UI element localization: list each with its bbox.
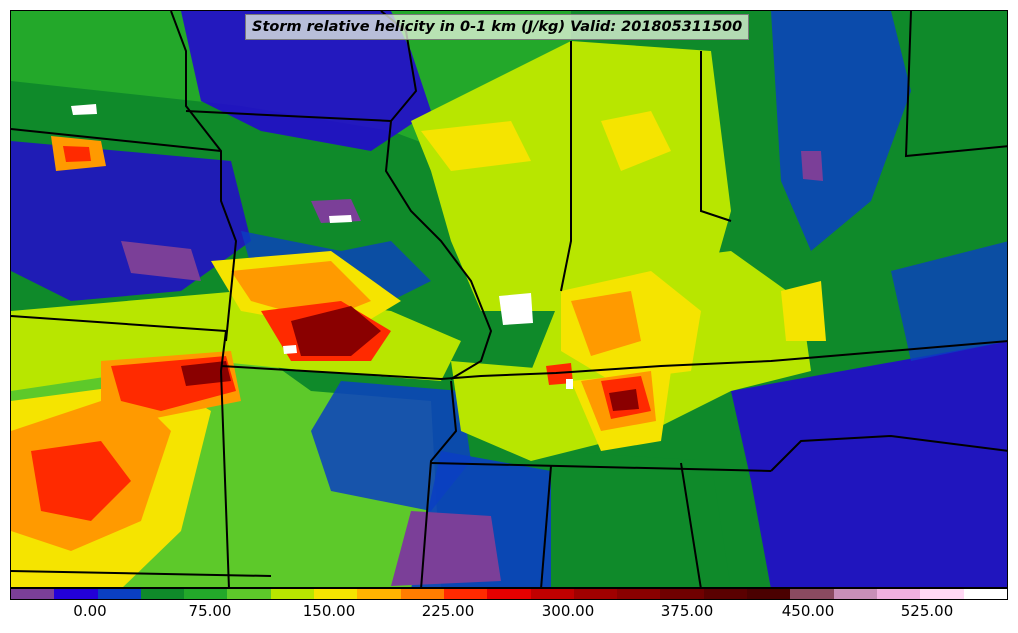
colorbar-tick-label: 0.00 xyxy=(73,602,107,620)
colorbar-tick-label: 450.00 xyxy=(781,602,835,620)
colorbar-segment xyxy=(400,589,444,599)
colorbar-tick-label: 75.00 xyxy=(188,602,232,620)
colorbar-segment xyxy=(530,589,574,599)
colorbar xyxy=(10,588,1008,600)
colorbar-segment xyxy=(747,589,791,599)
colorbar-tick-label: 525.00 xyxy=(900,602,954,620)
helicity-field xyxy=(11,11,1007,587)
colorbar-segment xyxy=(833,589,877,599)
colorbar-segment xyxy=(314,589,358,599)
colorbar-segment xyxy=(443,589,488,599)
colorbar-tick-label: 150.00 xyxy=(302,602,356,620)
colorbar-segment xyxy=(660,589,704,599)
helicity-map xyxy=(10,10,1008,588)
colorbar-segment xyxy=(617,589,661,599)
colorbar-segment xyxy=(270,589,315,599)
colorbar-segment xyxy=(54,589,98,599)
map-title: Storm relative helicity in 0-1 km (J/kg)… xyxy=(245,14,750,40)
state-borders xyxy=(11,11,1007,587)
colorbar-segment xyxy=(703,589,748,599)
colorbar-segment xyxy=(11,589,55,599)
colorbar-ticks: 0.00 75.00 150.00 225.00 300.00 375.00 450.00 5… xyxy=(0,602,1018,626)
colorbar-segment xyxy=(876,589,921,599)
colorbar-segment xyxy=(920,589,964,599)
colorbar-segment xyxy=(357,589,401,599)
colorbar-tick-label: 300.00 xyxy=(541,602,595,620)
colorbar-segment xyxy=(184,589,228,599)
colorbar-tick-label: 375.00 xyxy=(660,602,714,620)
colorbar-segment xyxy=(97,589,141,599)
colorbar-segment xyxy=(227,589,271,599)
colorbar-tick-label: 225.00 xyxy=(421,602,475,620)
colorbar-segment xyxy=(963,589,1007,599)
colorbar-segment xyxy=(573,589,618,599)
colorbar-segment xyxy=(487,589,531,599)
colorbar-segment xyxy=(790,589,834,599)
colorbar-segment xyxy=(140,589,185,599)
